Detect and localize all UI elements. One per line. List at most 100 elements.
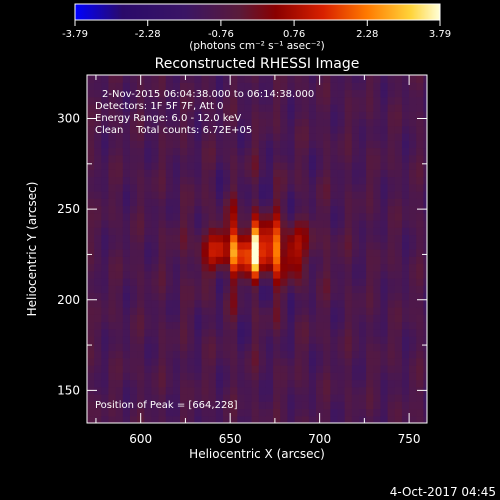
heatmap-cell — [409, 307, 417, 315]
heatmap-cell — [280, 162, 289, 170]
heatmap-cell — [230, 299, 238, 308]
heatmap-cell — [101, 285, 110, 294]
heatmap-cell — [122, 357, 131, 366]
heatmap-cell — [265, 314, 274, 323]
heatmap-cell — [359, 408, 367, 417]
heatmap-cell — [287, 82, 296, 91]
heatmap-cell — [208, 285, 217, 294]
heatmap-cell — [87, 394, 95, 402]
heatmap-cell — [416, 198, 425, 207]
heatmap-cell — [316, 386, 324, 395]
heatmap-cell — [244, 249, 253, 257]
heatmap-cell — [129, 408, 138, 417]
heatmap-cell — [129, 278, 138, 286]
heatmap-cell — [172, 104, 181, 112]
heatmap-cell — [122, 191, 131, 199]
heatmap-cell — [194, 169, 203, 178]
heatmap-cell — [172, 401, 181, 410]
heatmap-cell — [308, 415, 317, 423]
heatmap-cell — [172, 394, 181, 402]
heatmap-cell — [101, 96, 110, 105]
heatmap-cell — [108, 372, 117, 381]
heatmap-cell — [251, 350, 260, 359]
heatmap-cell — [87, 241, 95, 250]
heatmap-cell — [258, 394, 267, 402]
heatmap-cell — [101, 82, 110, 91]
heatmap-cell — [87, 408, 95, 417]
heatmap-cell — [330, 401, 339, 410]
heatmap-cell — [323, 104, 331, 112]
heatmap-cell — [237, 249, 246, 257]
heatmap-cell — [137, 227, 145, 236]
heatmap-cell — [194, 256, 203, 265]
heatmap-cell — [215, 140, 224, 149]
heatmap-cell — [401, 111, 410, 120]
heatmap-cell — [287, 227, 296, 236]
heatmap-cell — [423, 357, 427, 366]
heatmap-cell — [401, 357, 410, 366]
heatmap-cell — [337, 75, 346, 83]
heatmap-cell — [287, 307, 296, 315]
heatmap-cell — [387, 147, 396, 156]
heatmap-cell — [223, 328, 231, 337]
heatmap-cell — [158, 133, 167, 141]
heatmap-cell — [180, 104, 188, 112]
heatmap-cell — [344, 89, 353, 98]
heatmap-cell — [237, 147, 246, 156]
heatmap-cell — [394, 408, 403, 417]
heatmap-cell — [330, 292, 339, 301]
heatmap-cell — [101, 118, 110, 127]
heatmap-cell — [101, 314, 110, 323]
heatmap-cell — [194, 336, 203, 344]
heatmap-cell — [373, 408, 382, 417]
heatmap-cell — [237, 278, 246, 286]
heatmap-cell — [165, 256, 174, 265]
heatmap-cell — [301, 408, 310, 417]
heatmap-cell — [409, 147, 417, 156]
heatmap-cell — [401, 249, 410, 257]
heatmap-cell — [144, 205, 153, 214]
heatmap-cell — [144, 104, 153, 112]
heatmap-cell — [129, 125, 138, 134]
heatmap-cell — [423, 154, 427, 163]
heatmap-cell — [108, 357, 117, 366]
heatmap-cell — [337, 147, 346, 156]
heatmap-cell — [165, 154, 174, 163]
heatmap-cell — [165, 205, 174, 214]
heatmap-cell — [316, 285, 324, 294]
heatmap-cell — [280, 176, 289, 185]
heatmap-cell — [280, 350, 289, 359]
heatmap-cell — [387, 415, 396, 423]
heatmap-cell — [401, 183, 410, 192]
heatmap-cell — [237, 379, 246, 388]
heatmap-cell — [394, 365, 403, 373]
heatmap-cell — [137, 212, 145, 221]
heatmap-cell — [115, 285, 124, 294]
heatmap-cell — [258, 285, 267, 294]
heatmap-cell — [180, 183, 188, 192]
heatmap-cell — [137, 176, 145, 185]
heatmap-cell — [208, 256, 217, 265]
heatmap-cell — [359, 292, 367, 301]
heatmap-cell — [108, 89, 117, 98]
heatmap-cell — [423, 75, 427, 83]
heatmap-cell — [144, 198, 153, 207]
heatmap-cell — [387, 408, 396, 417]
heatmap-cell — [251, 408, 260, 417]
heatmap-cell — [251, 365, 260, 373]
heatmap-cell — [287, 343, 296, 352]
heatmap-cell — [129, 147, 138, 156]
heatmap-cell — [237, 118, 246, 127]
heatmap-cell — [294, 183, 303, 192]
heatmap-cell — [115, 299, 124, 308]
heatmap-cell — [180, 234, 188, 243]
heatmap-cell — [187, 147, 195, 156]
heatmap-cell — [165, 212, 174, 221]
heatmap-cell — [366, 372, 374, 381]
heatmap-cell — [237, 292, 246, 301]
heatmap-cell — [165, 241, 174, 250]
heatmap-cell — [409, 285, 417, 294]
heatmap-cell — [301, 234, 310, 243]
heatmap-cell — [294, 401, 303, 410]
heatmap-cell — [380, 212, 389, 221]
